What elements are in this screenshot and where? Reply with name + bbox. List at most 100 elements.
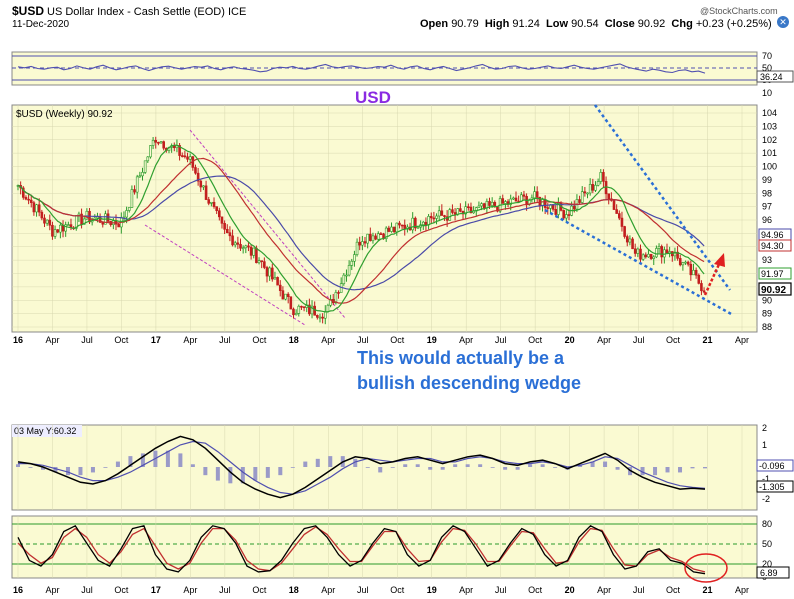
channel-upper (189, 129, 346, 319)
candle-body (220, 216, 224, 224)
candle-body (665, 249, 669, 254)
macd-histogram-bar (528, 464, 533, 467)
candle-body (594, 184, 597, 191)
candle-body (504, 201, 507, 204)
candle-body (199, 180, 203, 188)
time-label: Apr (459, 335, 473, 345)
price-tick-label: 90 (762, 295, 772, 305)
wedge-note-line2: bullish descending wedge (357, 373, 581, 393)
candle-body (183, 155, 187, 158)
candle-body (678, 258, 682, 266)
candle-body (56, 229, 60, 233)
ma-mid-value: 94.30 (761, 241, 784, 251)
candle-body (292, 308, 295, 316)
candle-body (689, 263, 693, 276)
candle-body (125, 210, 128, 218)
candle-body (398, 222, 401, 226)
macd-histogram-bar (178, 453, 183, 467)
candle-body (557, 202, 560, 215)
candle-body (599, 172, 603, 182)
macd-signal-line (18, 440, 706, 495)
candle-body (268, 267, 271, 277)
candle-body (308, 304, 311, 315)
candle-body (604, 181, 608, 195)
time-label: 18 (289, 335, 299, 345)
stoch-panel (11, 515, 758, 579)
candle-body (353, 254, 356, 262)
candle-body (459, 208, 462, 212)
close-icon[interactable]: ✕ (777, 16, 789, 28)
candle-body (355, 241, 359, 255)
macd-histogram-bar (90, 467, 95, 473)
candle-body (633, 248, 637, 254)
time-label: Oct (528, 585, 543, 595)
ma-slow-value: 94.96 (761, 230, 784, 240)
ma-fast-value: 91.97 (761, 269, 784, 279)
macd-histogram-bar (515, 467, 520, 470)
candle-body (35, 204, 38, 213)
macd-histogram-bar (28, 467, 33, 468)
candle-body (67, 224, 70, 226)
candle-body (133, 189, 136, 193)
candle-body (615, 209, 618, 214)
candle-body (27, 198, 30, 201)
time-label: Apr (321, 335, 335, 345)
candle-body (443, 215, 446, 217)
candle-body (480, 203, 483, 207)
macd-histogram-bar (640, 467, 645, 476)
rsi-value-label: 36.24 (760, 72, 783, 82)
candle-body (313, 305, 316, 316)
candle-body (130, 189, 134, 208)
time-label: Jul (633, 585, 645, 595)
time-label: Apr (321, 585, 335, 595)
candle-body (392, 226, 396, 233)
time-label: 17 (151, 335, 161, 345)
candle-body (363, 241, 367, 244)
candle-body (263, 261, 266, 268)
ticker-symbol: $USD (12, 4, 45, 18)
macd-histogram-bar (303, 461, 308, 467)
ma-fast-line (17, 144, 705, 313)
candle-body (106, 213, 110, 222)
candle-body (127, 207, 131, 211)
candle-body (533, 191, 536, 199)
candle-body (48, 219, 52, 226)
time-label: Apr (459, 585, 473, 595)
candle-body (400, 224, 404, 227)
price-axis-labels: 104103102101100999897969594939291908988 (762, 108, 777, 332)
macd-histogram-bar (278, 467, 283, 476)
candle-body (149, 145, 152, 158)
time-label: Oct (528, 335, 543, 345)
chart-date: 11-Dec-2020 (12, 19, 70, 30)
time-label: Jul (81, 335, 93, 345)
candle-body (260, 260, 264, 262)
candle-body (157, 141, 160, 144)
macd-histogram-bar (128, 456, 133, 467)
macd-histogram-bar (503, 467, 508, 470)
candle-body (162, 141, 165, 149)
time-label: Jul (219, 585, 231, 595)
time-label: 17 (151, 585, 161, 595)
stoch-tick-80: 80 (762, 519, 772, 529)
candle-body (448, 209, 452, 221)
wedge-note-line1: This would actually be a (357, 348, 565, 368)
candle-body (437, 210, 441, 217)
time-label: Jul (495, 585, 507, 595)
macd-tick-1: 1 (762, 440, 767, 450)
candle-body (694, 269, 698, 276)
breakout-arrow-shaft (703, 261, 722, 296)
time-label: Apr (183, 585, 197, 595)
macd-histogram-bar (553, 467, 558, 468)
copyright: @StockCharts.com (700, 6, 778, 16)
macd-histogram-bar (65, 467, 70, 476)
time-label: Apr (45, 585, 59, 595)
candle-body (567, 214, 571, 216)
macd-histogram-bar (328, 456, 333, 467)
time-label: 20 (565, 585, 575, 595)
time-label: Jul (357, 585, 369, 595)
price-value-labels: 94.96 94.30 91.97 90.92 (758, 228, 792, 296)
price-tick-label: 97 (762, 202, 772, 212)
macd-histogram-bar (453, 464, 458, 467)
rsi-tick-50: 50 (762, 63, 772, 73)
candle-body (607, 193, 611, 200)
